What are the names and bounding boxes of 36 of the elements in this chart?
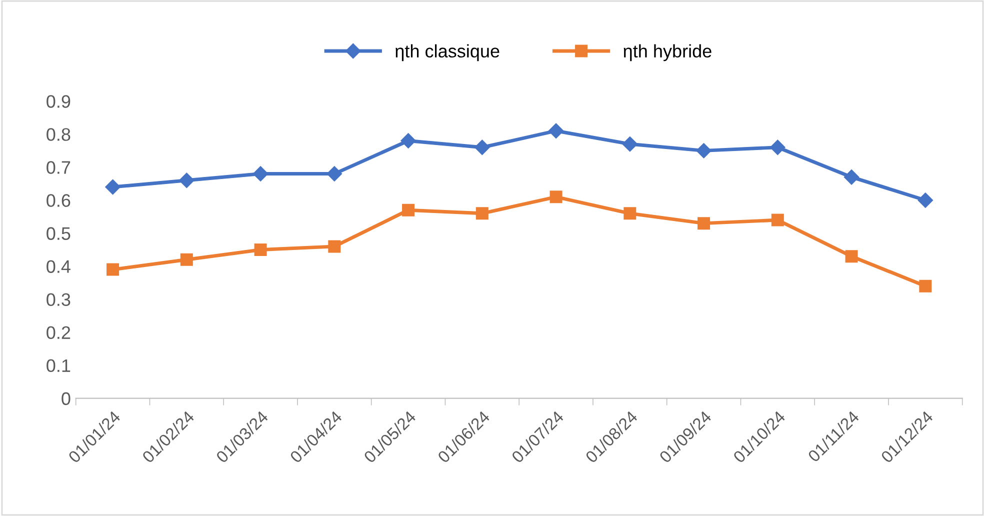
legend-label: ηth classique [396,44,500,62]
point [919,280,932,292]
y-tick-label: 0.7 [46,161,70,174]
point [402,204,415,216]
y-tick-label: 0.1 [46,359,70,372]
y-tick-label: 0.3 [46,293,70,306]
y-tick-label: 0.8 [46,128,70,141]
point [844,170,860,185]
point [105,179,120,195]
point [180,253,193,266]
point [254,243,267,256]
point [622,136,638,152]
y-tick-label: 0.2 [46,326,70,340]
point [252,166,268,182]
point [548,123,564,138]
point [326,166,342,182]
point [179,172,194,188]
point [550,190,562,204]
y-tick-label: 0.5 [46,227,70,240]
point [770,140,786,155]
point [771,214,784,226]
point [400,133,416,148]
y-tick-label: 0.4 [46,260,70,273]
point [845,250,858,263]
point [624,207,636,220]
point [328,240,341,253]
point [698,217,710,230]
point [474,140,490,155]
legend-label: ηth hybride [624,44,712,62]
point [696,143,712,158]
y-tick-label: 0.9 [46,95,70,108]
y-tick-label: 0.6 [46,194,70,207]
point [106,263,120,276]
point [476,207,488,220]
point [918,192,933,208]
y-tick-label: 0 [62,392,70,406]
